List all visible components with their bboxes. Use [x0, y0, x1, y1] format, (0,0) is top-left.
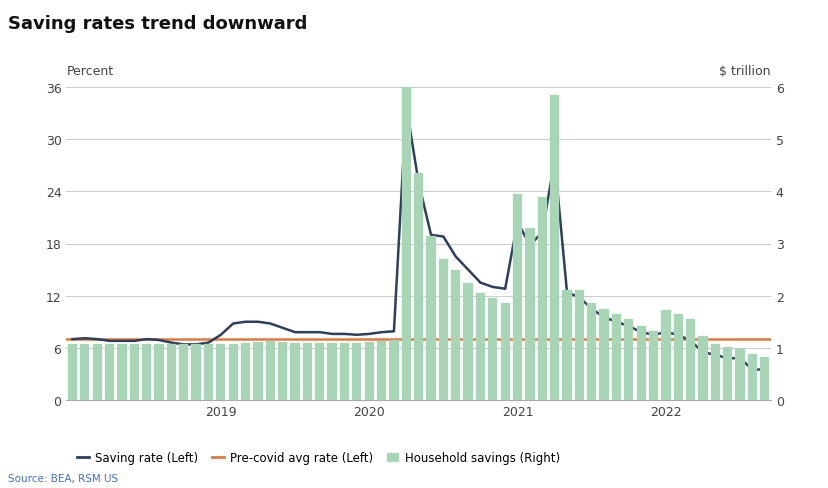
Bar: [513, 195, 522, 400]
Bar: [710, 344, 719, 400]
Bar: [463, 283, 472, 400]
Bar: [623, 320, 633, 400]
Bar: [179, 345, 188, 400]
Bar: [549, 96, 559, 400]
Bar: [166, 345, 176, 400]
Bar: [685, 320, 695, 400]
Bar: [500, 304, 509, 400]
Bar: [277, 342, 287, 400]
Bar: [68, 345, 77, 400]
Bar: [426, 236, 436, 400]
Legend: Saving rate (Left), Pre-covid avg rate (Left), Household savings (Right): Saving rate (Left), Pre-covid avg rate (…: [72, 447, 564, 469]
Bar: [450, 270, 460, 400]
Bar: [93, 345, 102, 400]
Bar: [377, 341, 386, 400]
Bar: [661, 311, 670, 400]
Bar: [673, 314, 682, 400]
Bar: [241, 343, 250, 400]
Bar: [290, 343, 299, 400]
Bar: [734, 349, 744, 400]
Bar: [648, 331, 657, 400]
Bar: [265, 341, 275, 400]
Bar: [80, 345, 89, 400]
Bar: [216, 345, 225, 400]
Bar: [574, 291, 583, 400]
Bar: [561, 291, 571, 400]
Bar: [253, 342, 262, 400]
Bar: [229, 345, 238, 400]
Bar: [154, 345, 163, 400]
Bar: [747, 354, 756, 400]
Bar: [413, 174, 423, 400]
Bar: [611, 314, 620, 400]
Bar: [488, 299, 497, 400]
Bar: [352, 343, 361, 400]
Bar: [438, 260, 447, 400]
Bar: [759, 358, 768, 400]
Text: Saving rates trend downward: Saving rates trend downward: [8, 15, 307, 33]
Bar: [636, 326, 645, 400]
Bar: [339, 343, 349, 400]
Bar: [142, 345, 152, 400]
Bar: [401, 85, 411, 400]
Bar: [525, 228, 534, 400]
Bar: [599, 309, 608, 400]
Bar: [105, 345, 114, 400]
Bar: [722, 347, 731, 400]
Bar: [129, 345, 139, 400]
Bar: [191, 345, 200, 400]
Bar: [364, 342, 373, 400]
Bar: [537, 197, 546, 400]
Text: Percent: Percent: [66, 65, 113, 78]
Bar: [586, 304, 595, 400]
Bar: [118, 345, 127, 400]
Bar: [475, 293, 484, 400]
Bar: [302, 343, 311, 400]
Bar: [327, 344, 336, 400]
Bar: [697, 337, 707, 400]
Text: Source: BEA, RSM US: Source: BEA, RSM US: [8, 473, 118, 483]
Bar: [315, 344, 324, 400]
Text: $ trillion: $ trillion: [719, 65, 770, 78]
Bar: [204, 345, 213, 400]
Bar: [389, 340, 398, 400]
